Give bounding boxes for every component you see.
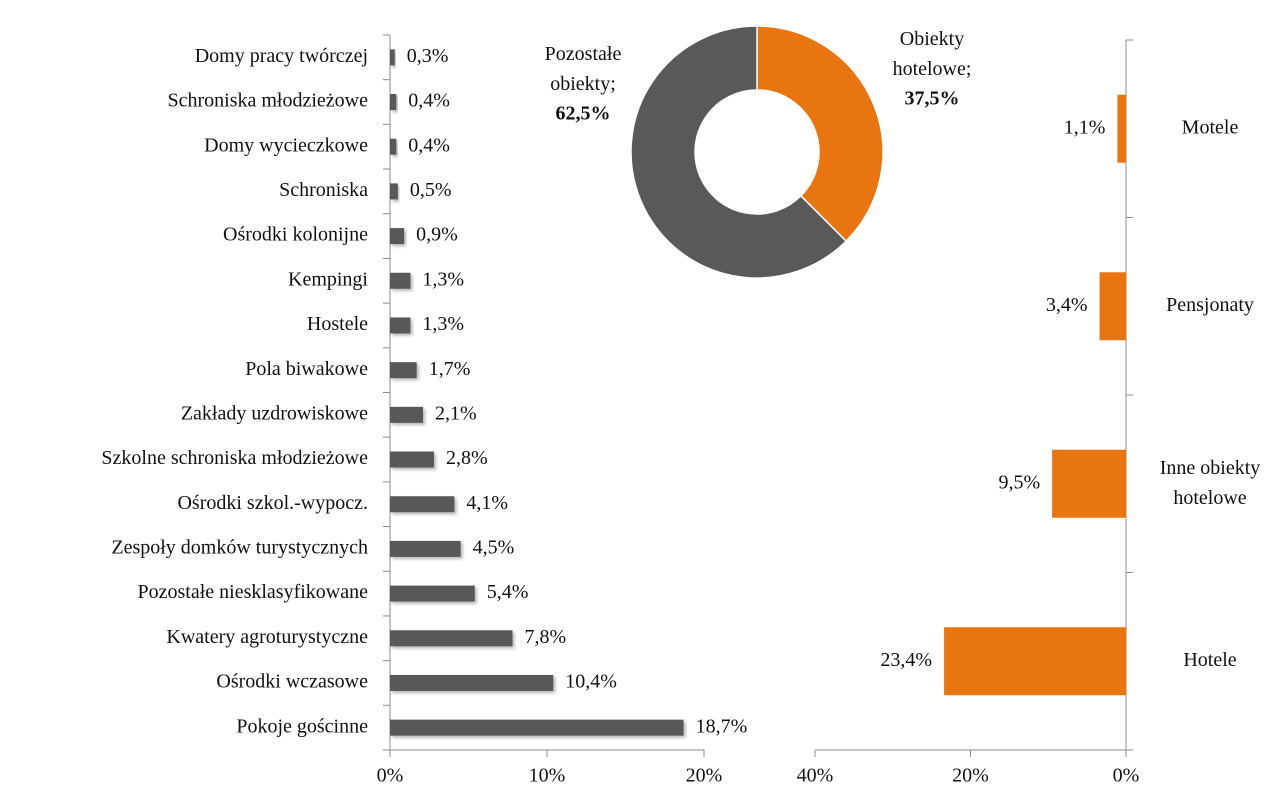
value-label: 10,4% <box>565 671 617 693</box>
category-label: Ośrodki szkol.-wypocz. <box>177 492 368 514</box>
slice-value: 62,5% <box>556 103 611 125</box>
x-tick-label: 20% <box>686 765 723 787</box>
value-label: 0,4% <box>408 134 450 156</box>
bar <box>390 496 455 513</box>
value-label: 3,4% <box>1046 294 1088 316</box>
category-label: Kempingi <box>288 268 368 290</box>
bar <box>390 451 434 468</box>
category-label: Motele <box>1182 116 1239 138</box>
x-tick-label: 10% <box>529 765 566 787</box>
bar <box>390 138 397 155</box>
value-label: 0,3% <box>407 45 449 67</box>
bar <box>390 49 395 66</box>
bar <box>390 585 475 602</box>
value-label: 1,1% <box>1064 116 1106 138</box>
category-label: Schroniska <box>279 179 368 201</box>
x-tick-label: 0% <box>377 765 404 787</box>
value-label: 4,5% <box>473 537 515 559</box>
value-label: 2,8% <box>446 447 488 469</box>
bar <box>1099 272 1126 341</box>
category-label: Pokoje gościnne <box>236 715 368 737</box>
bar <box>390 362 417 379</box>
bar <box>390 719 684 736</box>
category-label: Hostele <box>307 313 368 335</box>
x-tick-label: 0% <box>1113 765 1140 787</box>
bar <box>390 272 411 289</box>
value-label: 0,9% <box>416 224 458 246</box>
x-tick-label: 20% <box>952 765 989 787</box>
value-label: 1,3% <box>422 268 464 290</box>
value-label: 2,1% <box>435 402 477 424</box>
bar <box>390 228 405 245</box>
value-label: 0,4% <box>408 90 450 112</box>
slice-label: Obiekty hotelowe; <box>893 28 972 80</box>
category-label: Domy pracy twórczej <box>195 45 368 67</box>
category-label: Hotele <box>1183 649 1236 671</box>
donut-slice <box>756 25 884 243</box>
bar <box>1052 449 1126 518</box>
category-label: Zespoły domków turystycznych <box>111 537 368 559</box>
slice-value: 37,5% <box>905 88 960 110</box>
x-tick-label: 40% <box>797 765 834 787</box>
bar <box>390 183 398 200</box>
bar <box>390 94 397 111</box>
value-label: 1,7% <box>429 358 471 380</box>
category-label: Szkolne schroniska młodzieżowe <box>101 447 368 469</box>
value-label: 9,5% <box>998 471 1040 493</box>
category-label: Zakłady uzdrowiskowe <box>181 402 368 424</box>
bar <box>390 406 423 423</box>
category-label: Pola biwakowe <box>245 358 368 380</box>
category-label: Kwatery agroturystyczne <box>166 626 368 648</box>
value-label: 1,3% <box>422 313 464 335</box>
category-label: Ośrodki wczasowe <box>216 671 368 693</box>
category-label: Inne obiekty hotelowe <box>1160 456 1261 508</box>
category-label: Pensjonaty <box>1166 294 1254 316</box>
category-label: Domy wycieczkowe <box>204 134 368 156</box>
value-label: 0,5% <box>410 179 452 201</box>
value-label: 7,8% <box>524 626 566 648</box>
slice-label: Pozostałe obiekty; <box>545 43 622 95</box>
donut-slice <box>630 25 848 279</box>
bar <box>390 540 461 557</box>
bar <box>390 630 513 647</box>
bar <box>390 674 554 691</box>
bar <box>390 317 411 334</box>
value-label: 5,4% <box>487 581 529 603</box>
bar <box>944 627 1126 696</box>
bar <box>1117 94 1126 163</box>
category-label: Schroniska młodzieżowe <box>168 90 369 112</box>
category-label: Pozostałe niesklasyfikowane <box>138 581 369 603</box>
value-label: 4,1% <box>466 492 508 514</box>
value-label: 18,7% <box>696 715 748 737</box>
category-label: Ośrodki kolonijne <box>223 224 368 246</box>
value-label: 23,4% <box>880 649 932 671</box>
